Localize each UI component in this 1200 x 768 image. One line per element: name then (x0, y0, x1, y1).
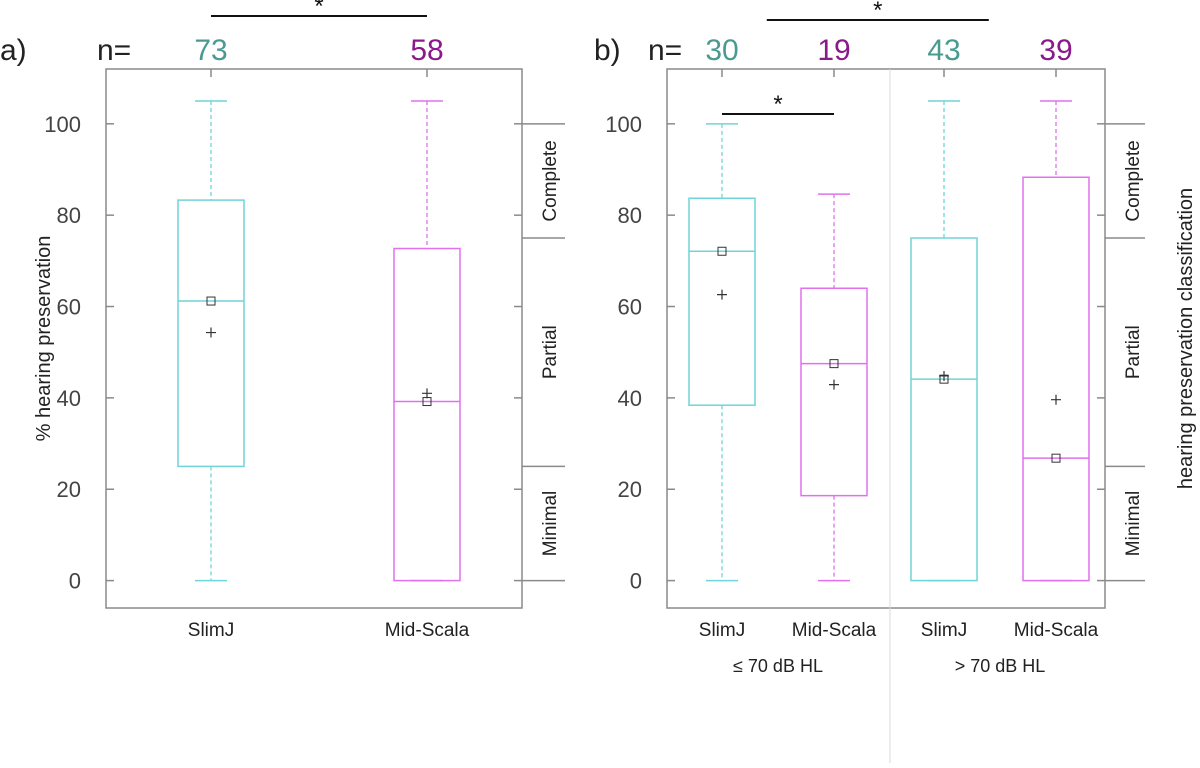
y-axis-label: % hearing preservation (33, 236, 55, 442)
significance-star: * (873, 0, 882, 24)
x-tick-label: SlimJ (699, 620, 745, 641)
group-label: ≤ 70 dB HL (733, 656, 823, 676)
y-tick-label: 60 (618, 295, 642, 320)
sample-size-label: 39 (1039, 34, 1072, 67)
y-tick-label: 40 (57, 386, 81, 411)
mean-marker (829, 379, 839, 390)
panel-label: a) (0, 34, 27, 67)
x-tick-label: SlimJ (188, 620, 234, 641)
mean-marker (422, 388, 432, 399)
mean-marker (206, 327, 216, 338)
box-iqr (177, 199, 245, 468)
classification-label: Minimal (1123, 491, 1144, 556)
group-label: > 70 dB HL (955, 656, 1046, 676)
y-tick-label: 60 (57, 295, 81, 320)
box-iqr (393, 247, 461, 582)
panel-label: b) (594, 34, 621, 67)
y-tick-label: 0 (69, 569, 81, 594)
sample-size-label: 73 (194, 34, 227, 67)
mean-marker (1051, 394, 1061, 405)
x-tick-label: SlimJ (921, 620, 967, 641)
n-prefix: n= (648, 34, 682, 67)
median-marker (206, 296, 216, 306)
x-tick-label: Mid-Scala (1014, 620, 1099, 641)
y-tick-label: 20 (57, 477, 81, 502)
box-iqr (1022, 176, 1090, 582)
sample-size-label: 30 (705, 34, 738, 67)
median-marker (717, 246, 727, 256)
classification-label: Partial (1123, 325, 1144, 379)
x-tick-label: Mid-Scala (792, 620, 877, 641)
box-iqr (800, 287, 868, 497)
y-tick-label: 0 (630, 569, 642, 594)
box-iqr (910, 237, 978, 582)
significance-star: * (773, 91, 782, 118)
classification-label: Complete (1123, 140, 1144, 221)
axes-frame (666, 68, 1106, 609)
median-marker (1051, 453, 1061, 463)
y-tick-label: 80 (618, 203, 642, 228)
mean-marker (939, 370, 949, 381)
y-tick-label: 20 (618, 477, 642, 502)
y-tick-label: 40 (618, 386, 642, 411)
n-prefix: n= (97, 34, 131, 67)
sample-size-label: 19 (817, 34, 850, 67)
box-iqr (688, 197, 756, 406)
axes-frame (105, 68, 523, 609)
mean-marker (717, 289, 727, 300)
classification-label: Complete (540, 140, 561, 221)
classification-label: Partial (540, 325, 561, 379)
y-tick-label: 100 (605, 112, 642, 137)
sample-size-label: 43 (927, 34, 960, 67)
x-tick-label: Mid-Scala (385, 620, 470, 641)
y-tick-label: 100 (44, 112, 81, 137)
sample-size-label: 58 (410, 34, 443, 67)
y-tick-label: 80 (57, 203, 81, 228)
classification-label: Minimal (540, 491, 561, 556)
median-marker (829, 359, 839, 369)
right-axis-label: hearing preservation classification (1175, 188, 1197, 489)
significance-star: * (314, 0, 323, 20)
